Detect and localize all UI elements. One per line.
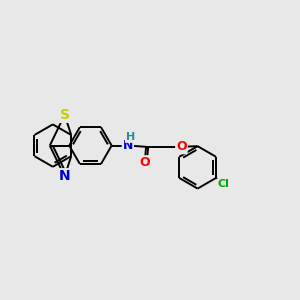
Text: N: N bbox=[59, 169, 70, 183]
Text: O: O bbox=[176, 140, 187, 153]
Text: N: N bbox=[59, 169, 70, 183]
Text: Cl: Cl bbox=[217, 179, 229, 190]
Text: O: O bbox=[139, 156, 150, 169]
Text: S: S bbox=[60, 108, 70, 122]
Text: S: S bbox=[60, 108, 70, 122]
Text: H: H bbox=[126, 132, 135, 142]
Text: N: N bbox=[123, 139, 133, 152]
